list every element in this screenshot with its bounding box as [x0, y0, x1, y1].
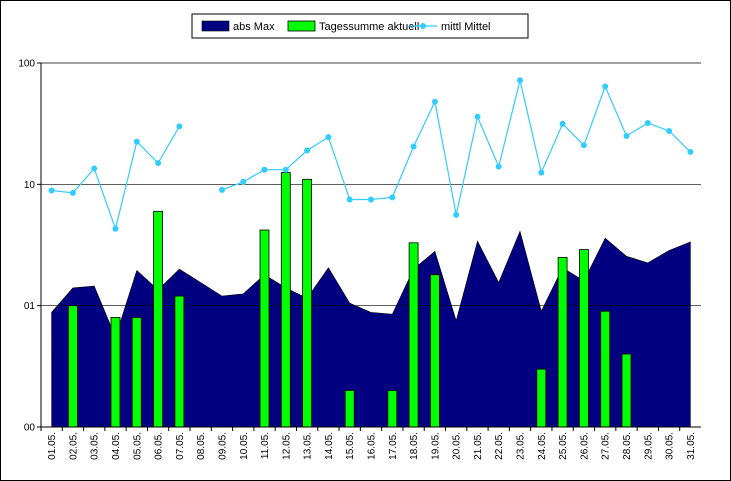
point-16-05-mittl-mittel	[368, 196, 374, 203]
point-11-05-mittl-mittel	[261, 166, 268, 173]
point-24-05-mittl-mittel	[538, 169, 545, 176]
point-04-05-mittl-mittel	[112, 225, 119, 232]
x-tick-label-3: 04.05.	[111, 432, 122, 460]
y-tick-label-2: 10	[24, 180, 36, 191]
x-tick-label-19: 20.05.	[452, 432, 463, 460]
x-tick-label-29: 30.05.	[665, 432, 676, 460]
point-22-05-mittl-mittel	[495, 163, 502, 170]
point-17-05-mittl-mittel	[389, 194, 396, 201]
point-26-05-mittl-mittel	[580, 142, 587, 149]
point-10-05-mittl-mittel	[240, 178, 247, 185]
bar-17-05-tagessumme	[387, 390, 398, 428]
x-tick-label-21: 22.05.	[494, 432, 505, 460]
point-25-05-mittl-mittel	[559, 120, 566, 127]
point-15-05-mittl-mittel	[346, 196, 353, 203]
x-tick-label-18: 19.05.	[430, 432, 441, 460]
x-tick-label-28: 29.05.	[643, 432, 654, 460]
point-06-05-mittl-mittel	[155, 160, 162, 166]
bar-11-05-tagessumme	[259, 229, 270, 428]
point-13-05-mittl-mittel	[304, 147, 311, 154]
point-19-05-mittl-mittel	[431, 98, 438, 105]
bar-13-05-tagessumme	[302, 178, 313, 428]
point-21-05-mittl-mittel	[474, 113, 481, 120]
point-28-05-mittl-mittel	[623, 133, 630, 139]
point-30-05-mittl-mittel	[666, 128, 673, 134]
x-tick-label-13: 14.05.	[324, 432, 335, 460]
bar-26-05-tagessumme	[579, 249, 589, 428]
x-tick-label-7: 08.05.	[196, 432, 207, 460]
point-14-05-mittl-mittel	[325, 134, 332, 141]
plot-area: 00 01 10 100 01.05. 02.05. 03.05. 04.05. 05.05. 0…	[18, 59, 701, 460]
x-tick-label-14: 15.05.	[345, 432, 356, 460]
legend-swatch-mittl-mittel-point	[420, 23, 426, 29]
y-tick-label-0: 00	[24, 423, 36, 434]
area-abs-max	[51, 230, 691, 428]
bar-28-05-tagessumme	[621, 353, 632, 428]
x-tick-label-2: 03.05.	[90, 432, 101, 460]
x-tick-label-27: 28.05.	[622, 432, 633, 460]
x-tick-label-1: 02.05.	[68, 432, 79, 460]
point-09-05-mittl-mittel	[219, 186, 225, 193]
y-tick-label-1: 01	[24, 301, 36, 312]
x-tick-label-6: 07.05.	[175, 432, 186, 460]
legend-label-mittl-mittel: mittl Mittel	[441, 21, 491, 33]
y-tick-label-3: 100	[18, 59, 35, 70]
point-12-05-mittl-mittel	[282, 166, 289, 173]
legend-box	[191, 13, 529, 39]
point-29-05-mittl-mittel	[644, 120, 651, 126]
point-05-05-mittl-mittel	[133, 138, 140, 145]
x-tick-label-9: 10.05.	[239, 432, 250, 460]
x-tick-label-15: 16.05.	[367, 432, 378, 460]
legend-swatch-abs-max	[201, 20, 230, 32]
x-tick-label-4: 05.05.	[132, 432, 143, 460]
x-tick-label-0: 01.05.	[47, 432, 58, 460]
x-tick-label-16: 17.05.	[388, 432, 399, 460]
bar-02-05-tagessumme	[68, 305, 78, 428]
x-tick-label-11: 12.05.	[281, 432, 292, 460]
x-tick-label-25: 26.05.	[579, 432, 590, 460]
bar-05-05-tagessumme	[131, 316, 142, 428]
x-tick-label-24: 25.05.	[558, 432, 569, 460]
point-20-05-mittl-mittel	[453, 211, 460, 218]
x-tick-label-20: 21.05.	[473, 432, 484, 460]
legend-label-tagessumme: Tagessumme aktuell	[319, 21, 419, 33]
bar-04-05-tagessumme	[110, 316, 121, 428]
x-tick-label-22: 23.05.	[516, 432, 527, 460]
point-18-05-mittl-mittel	[410, 143, 417, 150]
x-tick-label-23: 24.05.	[537, 432, 548, 460]
x-tick-label-26: 27.05.	[601, 432, 612, 460]
bar-27-05-tagessumme	[600, 310, 611, 428]
x-tick-label-12: 13.05.	[303, 432, 314, 460]
point-23-05-mittl-mittel	[517, 77, 523, 84]
bar-25-05-tagessumme	[557, 256, 568, 428]
legend-swatch-tagessumme	[287, 20, 316, 32]
bar-12-05-tagessumme	[280, 172, 291, 428]
bar-19-05-tagessumme	[429, 274, 440, 428]
point-31-05-mittl-mittel	[687, 148, 694, 155]
point-07-05-mittl-mittel	[176, 123, 183, 130]
bar-15-05-tagessumme	[344, 390, 355, 428]
x-tick-label-17: 18.05.	[409, 432, 420, 460]
x-tick-label-5: 06.05.	[154, 432, 165, 460]
bar-06-05-tagessumme	[153, 210, 164, 428]
bar-24-05-tagessumme	[536, 368, 547, 428]
x-tick-label-8: 09.05.	[217, 432, 228, 460]
point-01-05-mittl-mittel	[48, 187, 55, 194]
bar-07-05-tagessumme	[174, 295, 185, 428]
point-02-05-mittl-mittel	[69, 189, 76, 196]
legend: abs Max Tagessumme aktuell mittl Mittel	[191, 13, 529, 39]
legend-label-abs-max: abs Max	[233, 21, 275, 33]
bar-18-05-tagessumme	[408, 242, 419, 428]
point-27-05-mittl-mittel	[602, 83, 609, 90]
x-tick-label-30: 31.05.	[686, 432, 697, 460]
point-03-05-mittl-mittel	[91, 165, 98, 172]
x-tick-label-10: 11.05.	[260, 432, 271, 459]
